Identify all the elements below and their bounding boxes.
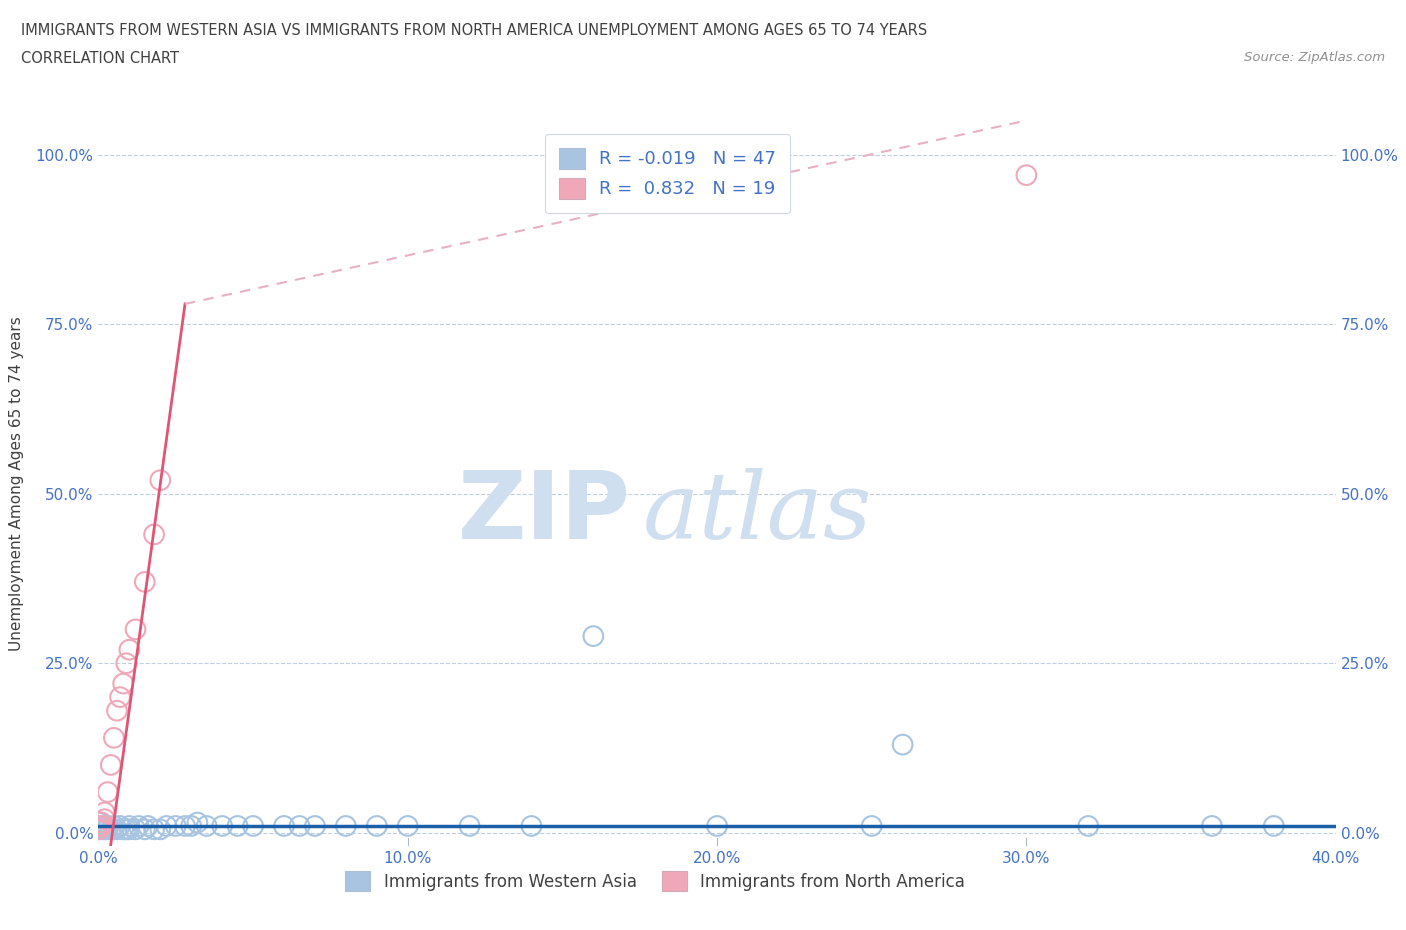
Point xyxy=(105,822,128,837)
Point xyxy=(155,818,177,833)
Point xyxy=(100,822,122,837)
Point xyxy=(103,822,125,837)
Point xyxy=(115,656,138,671)
Point xyxy=(115,822,138,837)
Point xyxy=(108,690,131,705)
Point xyxy=(90,822,112,837)
Point xyxy=(93,805,115,820)
Point xyxy=(118,643,141,658)
Point xyxy=(211,818,233,833)
Point xyxy=(458,818,481,833)
Point xyxy=(97,785,120,800)
Point xyxy=(860,818,883,833)
Point xyxy=(87,818,110,833)
Point xyxy=(143,527,166,542)
Point xyxy=(136,818,159,833)
Point xyxy=(93,812,115,827)
Point xyxy=(87,822,110,837)
Point xyxy=(273,818,295,833)
Point xyxy=(93,818,115,833)
Text: atlas: atlas xyxy=(643,468,872,558)
Point xyxy=(165,818,187,833)
Point xyxy=(90,815,112,830)
Point xyxy=(304,818,326,833)
Point xyxy=(174,818,197,833)
Point xyxy=(124,622,146,637)
Point xyxy=(90,818,112,833)
Point xyxy=(93,822,115,837)
Legend: Immigrants from Western Asia, Immigrants from North America: Immigrants from Western Asia, Immigrants… xyxy=(337,863,973,899)
Point xyxy=(87,815,110,830)
Point xyxy=(582,629,605,644)
Point xyxy=(706,818,728,833)
Y-axis label: Unemployment Among Ages 65 to 74 years: Unemployment Among Ages 65 to 74 years xyxy=(10,316,24,651)
Text: IMMIGRANTS FROM WESTERN ASIA VS IMMIGRANTS FROM NORTH AMERICA UNEMPLOYMENT AMONG: IMMIGRANTS FROM WESTERN ASIA VS IMMIGRAN… xyxy=(21,23,928,38)
Point xyxy=(149,822,172,837)
Point xyxy=(149,472,172,487)
Text: Source: ZipAtlas.com: Source: ZipAtlas.com xyxy=(1244,51,1385,64)
Point xyxy=(180,818,202,833)
Point xyxy=(1015,167,1038,182)
Text: CORRELATION CHART: CORRELATION CHART xyxy=(21,51,179,66)
Point xyxy=(1263,818,1285,833)
Point xyxy=(226,818,249,833)
Point xyxy=(112,822,135,837)
Point xyxy=(366,818,388,833)
Point xyxy=(134,575,156,590)
Point xyxy=(1201,818,1223,833)
Point xyxy=(97,822,120,837)
Point xyxy=(100,758,122,773)
Text: ZIP: ZIP xyxy=(457,467,630,559)
Point xyxy=(87,818,110,833)
Point xyxy=(118,818,141,833)
Point xyxy=(143,822,166,837)
Point xyxy=(97,818,120,833)
Point xyxy=(108,818,131,833)
Point xyxy=(103,818,125,833)
Point xyxy=(335,818,357,833)
Point xyxy=(396,818,419,833)
Point xyxy=(891,737,914,752)
Point xyxy=(118,822,141,837)
Point xyxy=(1077,818,1099,833)
Point xyxy=(195,818,218,833)
Point xyxy=(103,730,125,745)
Point xyxy=(242,818,264,833)
Point xyxy=(87,822,110,837)
Point xyxy=(134,822,156,837)
Point xyxy=(186,815,208,830)
Point xyxy=(112,676,135,691)
Point xyxy=(124,822,146,837)
Point xyxy=(128,818,150,833)
Point xyxy=(105,703,128,718)
Point xyxy=(288,818,311,833)
Point xyxy=(520,818,543,833)
